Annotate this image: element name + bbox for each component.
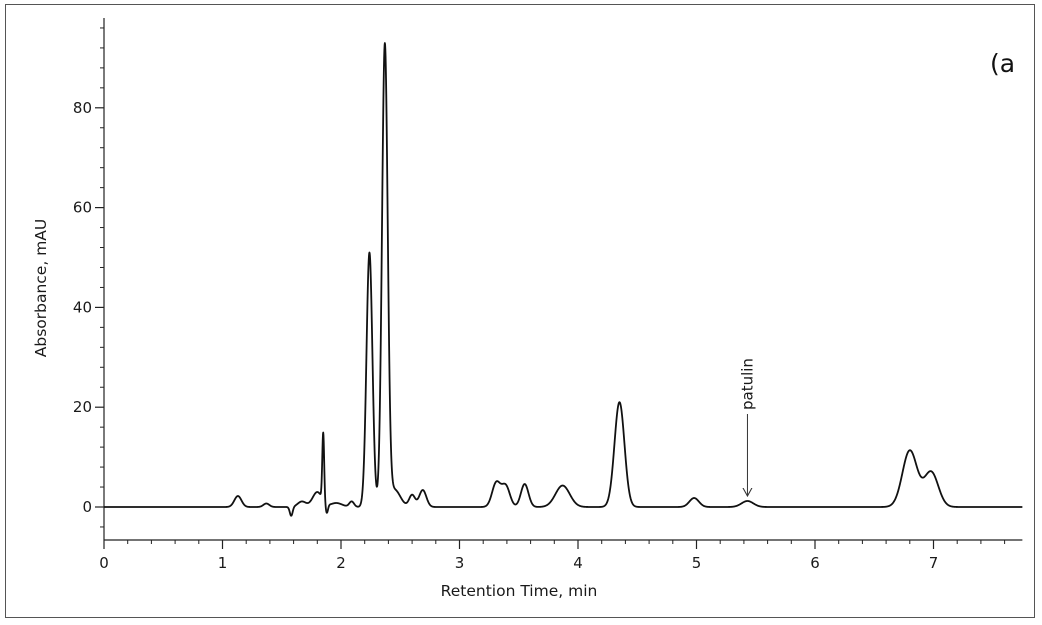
x-axis: 0 1 2 3 4 5 6 7 (99, 539, 1023, 572)
panel-label: (a (990, 49, 1015, 78)
x-tick-label: 2 (336, 554, 346, 572)
x-tick-label: 0 (99, 554, 109, 572)
annotation-label: patulin (738, 358, 756, 410)
annotation-group: patulin (738, 358, 756, 496)
x-tick-label: 3 (455, 554, 465, 572)
x-tick-label: 1 (218, 554, 228, 572)
x-tick-label: 4 (573, 554, 583, 572)
y-tick-label: 60 (73, 199, 92, 217)
y-axis-title: Absorbance, mAU (32, 219, 50, 358)
x-axis-title: Retention Time, min (441, 582, 598, 600)
y-tick-label: 80 (73, 99, 92, 117)
y-tick-label: 40 (73, 298, 92, 316)
chart-frame (5, 4, 1035, 618)
y-axis: 0 20 40 60 80 (73, 18, 105, 540)
chromatogram-trace (103, 42, 1024, 517)
y-tick-label: 0 (82, 498, 92, 516)
y-tick-label: 20 (73, 398, 92, 416)
x-tick-label: 7 (929, 554, 939, 572)
series-group (103, 42, 1024, 517)
x-tick-label: 5 (692, 554, 702, 572)
x-tick-label: 6 (810, 554, 820, 572)
